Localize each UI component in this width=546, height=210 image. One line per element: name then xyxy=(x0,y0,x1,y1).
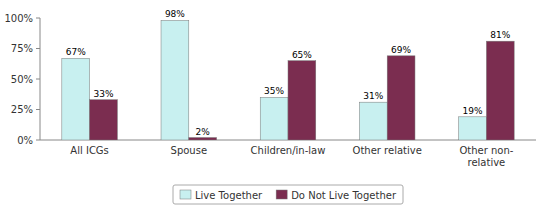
x-tick-label-line: Spouse xyxy=(171,145,208,156)
x-tick-label-line: Other non- xyxy=(459,145,513,156)
data-label: 98% xyxy=(165,9,185,19)
bar xyxy=(459,117,487,140)
bar xyxy=(260,97,288,140)
x-tick-label-line: Children/in-law xyxy=(251,145,326,156)
bar xyxy=(62,58,90,140)
data-label: 81% xyxy=(490,30,510,40)
y-tick-label: 75% xyxy=(11,43,33,54)
x-tick-label-line: All ICGs xyxy=(70,145,108,156)
data-label: 35% xyxy=(264,86,284,96)
legend-swatch xyxy=(276,190,287,199)
x-tick-label: Children/in-law xyxy=(251,145,326,156)
bar xyxy=(387,56,415,140)
data-labels: 67% 98% 35% 31% 19% 33% 2% 65% 69% 81% xyxy=(66,9,511,136)
data-label: 67% xyxy=(66,47,86,57)
x-axis: All ICGs Spouse Children/in-law Other relat… xyxy=(40,140,536,168)
y-tick xyxy=(36,48,40,49)
data-label: 69% xyxy=(391,45,411,55)
data-label: 31% xyxy=(363,91,383,101)
y-tick xyxy=(36,109,40,110)
y-tick-label: 50% xyxy=(11,74,33,85)
legend-frame xyxy=(173,185,403,204)
bar xyxy=(288,61,316,140)
y-tick-label: 25% xyxy=(11,104,33,115)
y-tick-label: 0% xyxy=(17,135,33,146)
y-axis: 0% 25% 50% 75% 100% xyxy=(4,13,40,146)
x-tick-label-line: Other relative xyxy=(353,145,422,156)
bar xyxy=(359,102,387,140)
legend-label: Do Not Live Together xyxy=(291,190,397,201)
y-tick xyxy=(36,79,40,80)
y-tick-label: 100% xyxy=(4,13,33,24)
x-tick-label: Spouse xyxy=(171,145,208,156)
legend-swatch xyxy=(180,190,191,199)
x-tick-label: Other relative xyxy=(353,145,422,156)
y-tick xyxy=(36,18,40,19)
legend-label: Live Together xyxy=(195,190,263,201)
legend: Live Together Do Not Live Together xyxy=(173,185,403,204)
x-tick-label: Other non-relative xyxy=(459,145,513,168)
bar xyxy=(486,41,514,140)
x-tick-label-line: relative xyxy=(468,157,506,168)
bar xyxy=(189,138,217,140)
data-label: 65% xyxy=(292,50,312,60)
data-label: 2% xyxy=(196,127,211,137)
y-tick xyxy=(36,140,40,141)
chart-container: 0% 25% 50% 75% 100% All ICGs Spouse Children/in… xyxy=(0,0,546,210)
bars xyxy=(62,20,514,140)
data-label: 19% xyxy=(463,106,483,116)
chart: 0% 25% 50% 75% 100% All ICGs Spouse Children/in… xyxy=(0,0,546,210)
bar xyxy=(161,20,189,140)
bar xyxy=(90,100,118,140)
data-label: 33% xyxy=(93,89,113,99)
x-tick-label: All ICGs xyxy=(70,145,108,156)
